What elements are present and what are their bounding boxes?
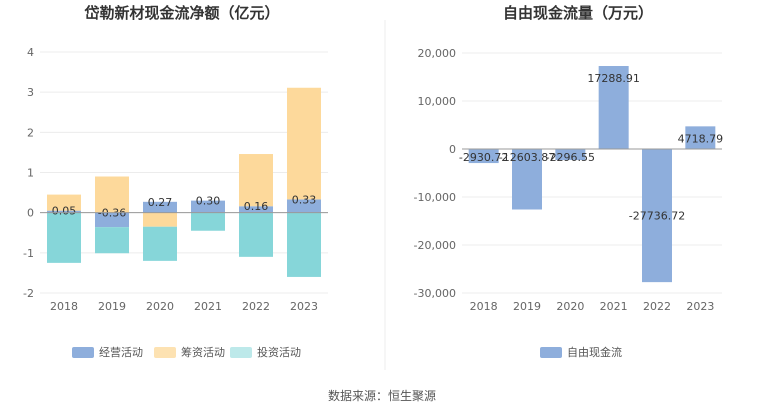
left-y-tick-label: 3 [27, 86, 34, 99]
data-source: 数据来源：恒生聚源 [328, 388, 436, 403]
right-y-tick-label: 0 [449, 143, 456, 156]
left-grid [40, 51, 328, 294]
left-y-tick-label: 1 [27, 167, 34, 180]
left-axis: 4 3 2 1 0 -1 -2 2018 2019 2020 2021 2022 2023 [23, 46, 328, 313]
left-bar-segment [47, 212, 81, 263]
right-bar [512, 149, 542, 210]
right-data-label: -2930.72 [459, 151, 508, 164]
legend-label-operating: 经营活动 [99, 345, 143, 359]
right-bars [468, 66, 716, 283]
left-bar-segment [143, 201, 177, 213]
legend-swatch-operating [72, 347, 94, 358]
left-legend: 经营活动 筹资活动 投资活动 [72, 345, 301, 359]
left-bar-segment [143, 212, 177, 227]
right-x-tick-label: 2021 [600, 300, 628, 313]
left-bar-segment [95, 212, 129, 228]
left-x-tick-label: 2020 [146, 300, 174, 313]
left-x-tick-label: 2019 [98, 300, 126, 313]
left-data-label: 0.33 [292, 193, 317, 206]
legend-label-investing: 投资活动 [257, 345, 301, 359]
right-x-tick-label: 2020 [556, 300, 584, 313]
right-data-label: 17288.91 [587, 72, 640, 85]
right-x-tick-label: 2019 [513, 300, 541, 313]
legend-label-free-cash-flow: 自由现金流 [567, 345, 622, 359]
right-grid [462, 52, 722, 294]
left-bars [47, 87, 321, 277]
left-bar-segment [191, 212, 225, 231]
left-x-tick-label: 2023 [290, 300, 318, 313]
left-bar-segment [47, 210, 81, 213]
left-data-label: 0.16 [244, 200, 269, 213]
left-x-tick-label: 2021 [194, 300, 222, 313]
left-data-label: 0.30 [196, 195, 221, 208]
left-y-tick-label: 2 [27, 126, 34, 139]
right-y-tick-label: 20,000 [418, 47, 457, 60]
left-bar-segment [191, 200, 225, 213]
right-data-labels: -2930.72-12603.87-2296.55 17288.91 -27736.… [459, 72, 723, 223]
left-bar-segment [47, 194, 81, 211]
legend-swatch-free-cash-flow [540, 347, 562, 358]
left-bar-segment [287, 87, 321, 200]
left-data-labels: 0.05 -0.360.27 0.30 0.160.33 [52, 193, 317, 219]
right-bar [598, 66, 629, 149]
right-x-tick-label: 2018 [470, 300, 498, 313]
right-data-label: -12603.87 [499, 151, 555, 164]
right-y-tick-label: -10,000 [414, 191, 456, 204]
left-y-tick-label: 4 [27, 46, 34, 59]
left-bar-segment [143, 226, 177, 261]
left-bar-segment [95, 227, 129, 254]
right-y-tick-label: -20,000 [414, 239, 456, 252]
legend-swatch-financing [154, 347, 176, 358]
left-y-tick-label: -1 [23, 247, 34, 260]
left-bar-segment [239, 206, 273, 213]
right-bar [685, 126, 716, 149]
right-bar [555, 149, 586, 161]
right-data-label: -27736.72 [629, 210, 685, 223]
right-x-tick-label: 2023 [686, 300, 714, 313]
left-chart-title: 岱勒新材现金流净额（亿元） [83, 4, 279, 22]
legend-label-financing: 筹资活动 [181, 345, 225, 359]
right-x-tick-label: 2022 [643, 300, 671, 313]
left-bar-segment [239, 154, 273, 207]
left-y-tick-label: 0 [27, 207, 34, 220]
left-bar-segment [287, 212, 321, 277]
left-bar-segment [239, 212, 273, 257]
left-x-tick-label: 2018 [50, 300, 78, 313]
left-x-tick-label: 2022 [242, 300, 270, 313]
right-chart-title: 自由现金流量（万元） [503, 4, 653, 22]
left-data-label: 0.27 [148, 196, 173, 209]
left-bar-segment [287, 199, 321, 213]
legend-swatch-investing [230, 347, 252, 358]
right-bar [642, 149, 672, 283]
right-axis: 20,000 10,000 0 -10,000 -20,000 -30,000 2018 20… [414, 47, 722, 313]
right-data-label: -2296.55 [546, 151, 595, 164]
left-y-tick-label: -2 [23, 287, 34, 300]
left-bar-segment [95, 176, 129, 213]
right-bar [468, 149, 499, 164]
right-y-tick-label: 10,000 [418, 95, 457, 108]
right-data-label: 4718.79 [678, 132, 724, 145]
left-data-label: 0.05 [52, 205, 77, 218]
right-y-tick-label: -30,000 [414, 287, 456, 300]
right-legend: 自由现金流 [540, 345, 622, 359]
